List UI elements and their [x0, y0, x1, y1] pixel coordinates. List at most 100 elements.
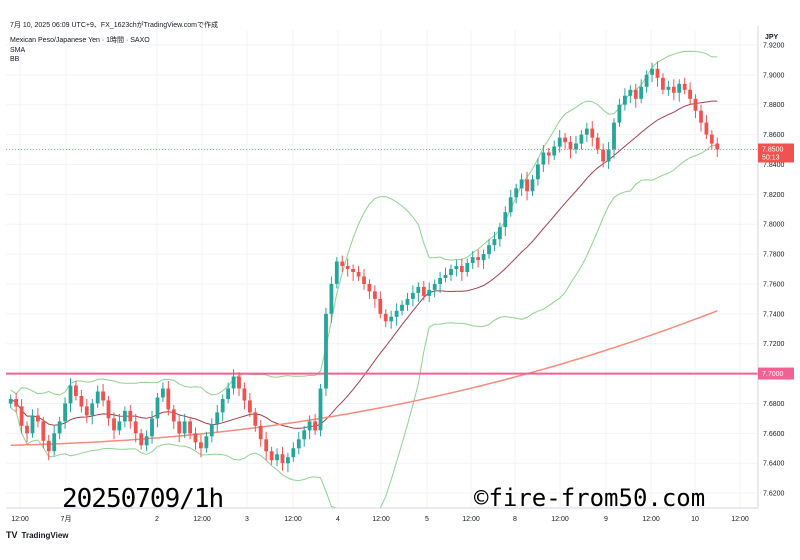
- candle-body: [492, 239, 497, 246]
- x-tick-label: 3: [245, 516, 249, 523]
- candle-body: [8, 399, 13, 404]
- candle-body: [421, 286, 426, 296]
- candle-body: [590, 128, 595, 138]
- candle-body: [623, 95, 627, 105]
- candle-body: [514, 188, 519, 198]
- candle-body: [41, 421, 46, 441]
- candle-body: [682, 83, 687, 90]
- candle-body: [644, 74, 649, 87]
- candle-body: [226, 388, 230, 399]
- candle-body: [715, 143, 720, 150]
- x-tick-label: 12:00: [11, 516, 29, 523]
- candle-body: [677, 83, 682, 93]
- candle-body: [498, 227, 502, 240]
- candle-body: [177, 421, 182, 434]
- candle-body: [106, 400, 111, 419]
- candle-body: [693, 98, 698, 111]
- candle-body: [427, 289, 432, 296]
- candle-body: [481, 254, 486, 261]
- candle-body: [269, 451, 274, 461]
- candle-body: [25, 425, 29, 434]
- tradingview-logo-icon: TV: [6, 530, 18, 540]
- x-tick-label: 2: [155, 516, 159, 523]
- candle-body: [574, 143, 578, 150]
- x-tick-label: 12:00: [284, 516, 302, 523]
- candle-body: [405, 298, 410, 305]
- y-tick-label: 7.7600: [763, 281, 785, 288]
- candle-body: [661, 77, 665, 90]
- y-tick-label: 7.7800: [763, 252, 785, 259]
- current-price-label: 7.8500: [762, 147, 784, 154]
- y-tick-label: 7.8000: [763, 222, 785, 229]
- legend-sma[interactable]: SMA: [10, 46, 26, 54]
- candle-body: [628, 89, 633, 96]
- candle-body: [443, 275, 448, 278]
- x-tick-label: 12:00: [462, 516, 480, 523]
- candle-body: [612, 122, 616, 150]
- x-tick-label: 7月: [61, 515, 72, 523]
- candle-body: [519, 179, 524, 189]
- candle-body: [161, 388, 165, 398]
- currency-label: JPY: [765, 34, 779, 41]
- y-tick-label: 7.7400: [763, 311, 785, 318]
- candle-body: [584, 128, 589, 135]
- candle-body: [193, 433, 198, 443]
- candle-body: [79, 396, 84, 407]
- candle-body: [95, 391, 100, 404]
- candle-body: [367, 283, 372, 292]
- candles: [8, 61, 720, 473]
- y-tick-label: 7.6400: [763, 461, 785, 468]
- candle-body: [465, 263, 470, 272]
- candle-body: [188, 421, 192, 434]
- candle-body: [394, 310, 399, 317]
- snapshot-header: 7月 10, 2025 06:09 UTC+9、FX_1623chがTradin…: [10, 22, 218, 29]
- candle-body: [340, 261, 345, 266]
- candle-body: [264, 439, 269, 452]
- candle-body: [220, 399, 225, 413]
- horizontal-line-tag: [758, 367, 794, 380]
- candle-body: [449, 269, 453, 275]
- candle-body: [231, 376, 236, 389]
- candle-body: [329, 283, 334, 314]
- legend-bb[interactable]: BB: [10, 56, 20, 63]
- candle-body: [536, 164, 540, 180]
- candle-body: [655, 68, 660, 78]
- candle-body: [313, 421, 317, 431]
- candle-body: [52, 433, 57, 452]
- legend-symbol[interactable]: Mexican Peso/Japanese Yen · 1時間 · SAXO: [10, 37, 150, 44]
- time-axis[interactable]: 12:00 7月 2 12:00 3 12:00 4 12:00 5 12:00 8 12:00 9 12…: [6, 507, 758, 523]
- candle-body: [633, 89, 638, 99]
- candle-body: [383, 313, 388, 322]
- candle-body: [57, 421, 62, 434]
- candle-body: [280, 454, 285, 464]
- candle-body: [688, 89, 692, 99]
- candle-body: [46, 440, 51, 452]
- candle-body: [552, 146, 557, 156]
- candle-body: [617, 104, 622, 123]
- price-axis[interactable]: 7.9200 7.9000 7.8800 7.8600 7.8400 7.8200 7.80…: [757, 26, 785, 508]
- candle-body: [601, 149, 605, 162]
- y-tick-label: 7.7200: [763, 341, 785, 348]
- y-tick-label: 7.8200: [763, 192, 785, 199]
- candle-body: [373, 291, 377, 299]
- watermark-date: 20250709/1h: [62, 484, 224, 514]
- y-tick-label: 7.8800: [763, 102, 785, 109]
- candle-body: [84, 406, 89, 416]
- candle-body: [709, 134, 714, 144]
- bb-lower-line: [10, 144, 718, 509]
- candle-body: [650, 68, 654, 75]
- horizontal-line-label: 7.7000: [762, 371, 784, 378]
- candle-body: [133, 421, 138, 434]
- x-tick-label: 5: [425, 516, 429, 523]
- candle-body: [704, 122, 709, 135]
- sma-200-line: [10, 310, 718, 447]
- candle-body: [416, 286, 421, 293]
- candle-body: [237, 376, 241, 389]
- candle-body: [356, 272, 361, 277]
- x-tick-label: 8: [513, 516, 517, 523]
- candle-body: [209, 424, 214, 437]
- candle-body: [671, 86, 676, 93]
- x-tick-label: 10: [691, 516, 699, 523]
